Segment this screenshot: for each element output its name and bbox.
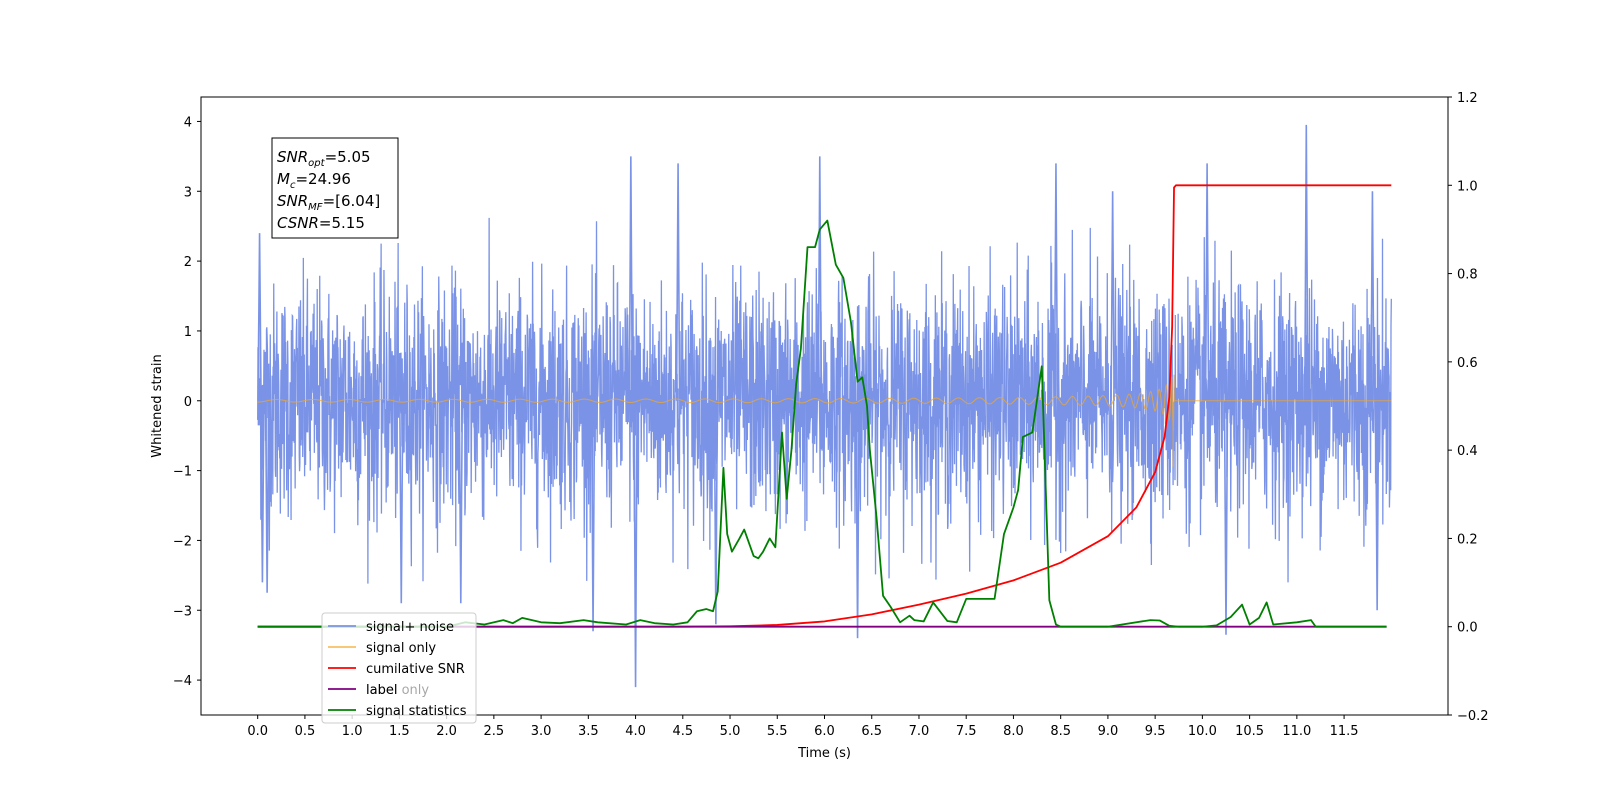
x-tick-label: 11.0 (1282, 724, 1311, 739)
right-y-tick-label: 0.4 (1457, 444, 1478, 459)
legend-entry-label: label (366, 683, 397, 698)
series-signal-statistics-line (257, 219, 1387, 628)
annotation-line: Mc=24.96 (277, 170, 351, 191)
y-axis-label: Whitened strain (150, 354, 165, 457)
x-tick-label: 7.5 (956, 724, 977, 739)
legend-entry-label: signal+ noise (366, 620, 454, 635)
x-tick-label: 9.0 (1098, 724, 1119, 739)
noise-spike (257, 233, 262, 401)
noise-spike (675, 163, 681, 401)
right-y-tick-label: 0.6 (1457, 356, 1478, 371)
x-tick-label: 4.5 (672, 724, 693, 739)
noise-spike (1053, 163, 1059, 401)
legend-overlapped-text: label only (366, 683, 429, 698)
right-y-tick-label: 0.0 (1457, 621, 1478, 636)
right-y-tick-label: −0.2 (1457, 709, 1489, 724)
right-y-tick-label: 0.2 (1457, 532, 1478, 547)
x-tick-label: 6.5 (861, 724, 882, 739)
noise-spike (398, 400, 404, 604)
left-y-tick-label: −2 (173, 534, 192, 549)
x-tick-label: 9.5 (1145, 724, 1166, 739)
x-tick-label: 8.0 (1003, 724, 1024, 739)
series-signal-noise-line (257, 217, 1392, 584)
right-y-tick-label: 0.8 (1457, 268, 1478, 283)
noise-spike (1374, 400, 1380, 611)
noise-spike (264, 400, 270, 593)
legend: label only signal+ noise signal only cumil… (321, 612, 477, 724)
noise-spike (628, 156, 634, 401)
noise-spike (1110, 191, 1115, 401)
right-y-tick-label: 1.2 (1457, 91, 1478, 106)
x-tick-label: 1.0 (342, 724, 363, 739)
right-y-axis-ticks: −0.2 0.0 0.2 0.4 0.6 0.8 1.0 1.2 (1448, 91, 1489, 724)
series-cumulative-snr-line (257, 184, 1392, 628)
x-tick-label: 0.5 (295, 724, 316, 739)
noise-spike (1223, 400, 1229, 635)
x-tick-label: 2.5 (484, 724, 505, 739)
left-y-tick-label: 3 (184, 185, 192, 200)
left-y-tick-label: −1 (173, 465, 192, 480)
x-tick-label: 0.0 (247, 724, 268, 739)
left-y-tick-label: 1 (184, 325, 192, 340)
right-y-tick-label: 1.0 (1457, 179, 1478, 194)
noise-spike (817, 156, 823, 401)
x-tick-label: 10.0 (1188, 724, 1217, 739)
legend-entry-label: cumilative SNR (366, 662, 465, 677)
annotation-line: SNRopt=5.05 (277, 148, 371, 169)
x-tick-label: 1.5 (389, 724, 410, 739)
annotation-line: CSNR=5.15 (277, 214, 365, 232)
left-y-axis-ticks: −4 −3 −2 −1 0 1 2 3 4 (173, 115, 201, 689)
series-signal-only-line (257, 374, 1392, 468)
left-y-tick-label: −3 (173, 604, 192, 619)
x-tick-label: 3.0 (531, 724, 552, 739)
noise-spike (260, 400, 265, 583)
x-tick-label: 4.0 (625, 724, 646, 739)
left-y-tick-label: 4 (184, 115, 192, 130)
legend-entry-label: signal only (366, 641, 436, 656)
x-tick-label: 11.5 (1330, 724, 1359, 739)
annotation-line: SNRMF=[6.04] (277, 192, 380, 213)
noise-spike (1304, 124, 1309, 401)
left-y-tick-label: 2 (184, 255, 192, 270)
x-tick-label: 5.5 (767, 724, 788, 739)
noise-spike (713, 400, 719, 625)
x-tick-label: 3.5 (578, 724, 599, 739)
x-tick-label: 2.0 (436, 724, 457, 739)
noise-spike (633, 400, 638, 688)
left-y-tick-label: 0 (184, 395, 192, 410)
noise-spike (855, 400, 860, 639)
x-tick-label: 8.5 (1050, 724, 1071, 739)
x-tick-label: 7.0 (909, 724, 930, 739)
x-tick-label: 6.0 (814, 724, 835, 739)
plot-area (257, 124, 1392, 688)
legend-entry-label: signal statistics (366, 704, 467, 719)
noise-spike (590, 400, 596, 632)
left-y-tick-label: −4 (173, 674, 192, 689)
x-tick-label: 5.0 (720, 724, 741, 739)
x-axis-label: Time (s) (797, 746, 851, 761)
noise-spike (458, 400, 464, 604)
noise-spike (1204, 163, 1210, 401)
noise-spike (1370, 191, 1375, 401)
x-tick-label: 10.5 (1235, 724, 1264, 739)
